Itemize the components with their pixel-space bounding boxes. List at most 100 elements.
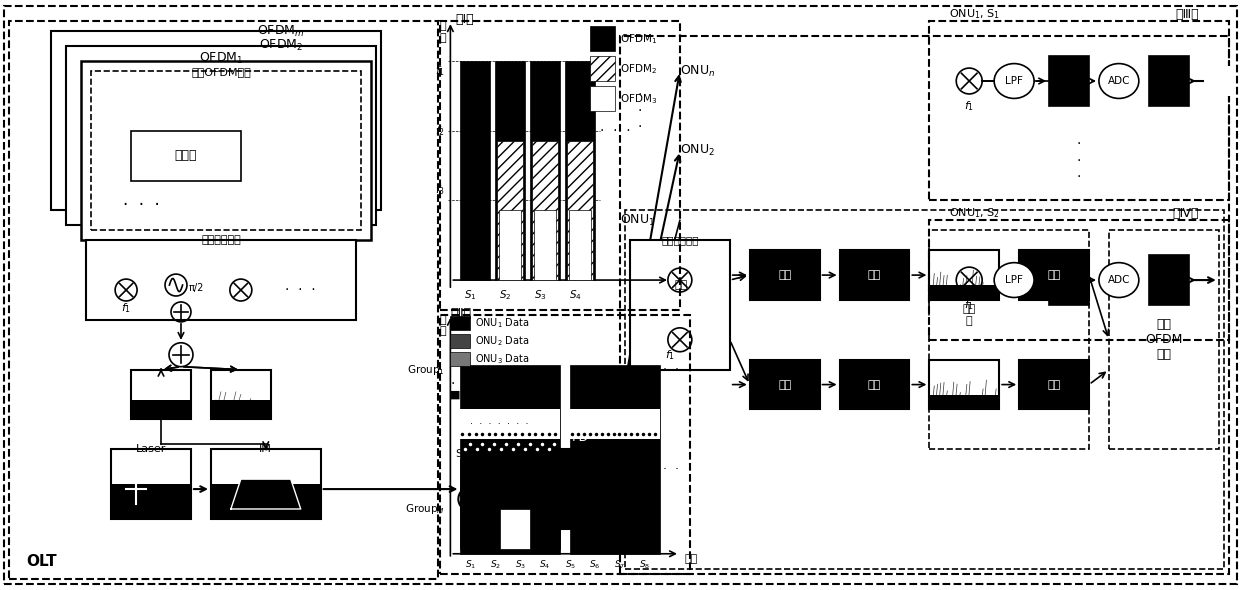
Bar bbox=[460, 365, 560, 554]
Text: ONU$_2$: ONU$_2$ bbox=[680, 143, 715, 158]
Text: 模拟域下变频: 模拟域下变频 bbox=[661, 235, 698, 245]
Text: ONU$_3$ Data: ONU$_3$ Data bbox=[475, 352, 529, 366]
Bar bbox=[450, 334, 470, 348]
FancyBboxPatch shape bbox=[1019, 250, 1089, 300]
Bar bbox=[590, 86, 615, 111]
Text: 频
率: 频 率 bbox=[439, 315, 445, 336]
Text: LPF: LPF bbox=[1006, 76, 1023, 86]
FancyBboxPatch shape bbox=[112, 449, 191, 519]
Bar bbox=[567, 141, 593, 280]
FancyBboxPatch shape bbox=[131, 131, 241, 181]
Bar bbox=[565, 61, 595, 280]
Bar bbox=[500, 211, 521, 280]
Text: ■: ■ bbox=[450, 389, 461, 399]
Text: ONU$_1$: ONU$_1$ bbox=[620, 213, 655, 228]
FancyBboxPatch shape bbox=[750, 360, 820, 409]
Text: ·  ·  ·: · · · bbox=[123, 196, 160, 214]
Bar bbox=[450, 316, 470, 330]
Text: $f_1$: $f_1$ bbox=[665, 348, 675, 362]
Text: $S_1$: $S_1$ bbox=[465, 559, 476, 571]
Text: PD: PD bbox=[572, 431, 589, 444]
FancyBboxPatch shape bbox=[839, 360, 909, 409]
Text: 时间: 时间 bbox=[684, 554, 698, 564]
FancyBboxPatch shape bbox=[66, 46, 376, 225]
Text: OFDM$_3$: OFDM$_3$ bbox=[620, 92, 657, 106]
Bar bbox=[460, 61, 490, 280]
Text: 数字: 数字 bbox=[1048, 270, 1060, 280]
Text: SSMF: SSMF bbox=[455, 449, 486, 459]
Bar bbox=[450, 352, 470, 366]
Text: 模拟: 模拟 bbox=[777, 270, 791, 280]
FancyBboxPatch shape bbox=[750, 250, 820, 300]
Text: $f_1$: $f_1$ bbox=[435, 64, 445, 78]
Text: OFDM$_1$: OFDM$_1$ bbox=[198, 51, 243, 66]
Text: $S_7$: $S_7$ bbox=[614, 559, 626, 571]
Text: ADC: ADC bbox=[1107, 76, 1130, 86]
Text: OFDM$_m$: OFDM$_m$ bbox=[257, 24, 305, 39]
Ellipse shape bbox=[994, 263, 1034, 297]
Text: ·
·
·: · · · bbox=[637, 88, 642, 134]
Bar bbox=[590, 27, 615, 51]
Text: ONU$_1$, S$_2$: ONU$_1$, S$_2$ bbox=[950, 206, 1001, 220]
Text: $S_8$: $S_8$ bbox=[640, 559, 651, 571]
Bar bbox=[534, 211, 557, 280]
Bar bbox=[460, 459, 560, 549]
Text: ·  ·  ·  ·  ·  ·  ·: · · · · · · · bbox=[470, 419, 528, 430]
Text: ONU$_n$: ONU$_n$ bbox=[680, 64, 715, 78]
Text: 时间: 时间 bbox=[675, 280, 688, 290]
Text: $S_5$: $S_5$ bbox=[564, 559, 575, 571]
Bar bbox=[531, 61, 560, 280]
FancyBboxPatch shape bbox=[929, 285, 999, 300]
Bar bbox=[500, 509, 531, 549]
Text: OFDM$_2$: OFDM$_2$ bbox=[259, 38, 303, 53]
Text: OLT: OLT bbox=[26, 553, 57, 569]
FancyBboxPatch shape bbox=[87, 240, 356, 320]
Text: ONU$_1$ Data: ONU$_1$ Data bbox=[475, 316, 529, 330]
FancyBboxPatch shape bbox=[1049, 56, 1089, 106]
Text: （Ⅰ）: （Ⅰ） bbox=[455, 13, 474, 27]
FancyBboxPatch shape bbox=[1148, 56, 1189, 106]
Text: $S_4$: $S_4$ bbox=[539, 559, 551, 571]
Text: ·  ·  ·: · · · bbox=[651, 463, 678, 476]
FancyBboxPatch shape bbox=[81, 61, 371, 240]
Text: ONU$_1$, S$_1$: ONU$_1$, S$_1$ bbox=[950, 8, 1001, 21]
Text: Group$_M$: Group$_M$ bbox=[405, 502, 445, 516]
Text: $S_3$: $S_3$ bbox=[515, 559, 526, 571]
Text: ·
·
·: · · · bbox=[1076, 137, 1081, 184]
Bar bbox=[460, 409, 560, 440]
Bar bbox=[569, 211, 591, 280]
FancyBboxPatch shape bbox=[551, 449, 610, 529]
Text: 预处理: 预处理 bbox=[175, 149, 197, 162]
Bar bbox=[497, 141, 523, 280]
Bar bbox=[590, 56, 615, 81]
Text: ·  ·  ·: · · · bbox=[285, 283, 316, 297]
Text: 模拟: 模拟 bbox=[777, 379, 791, 389]
Text: （Ⅳ）: （Ⅳ） bbox=[1172, 207, 1199, 220]
Bar bbox=[495, 61, 526, 280]
Text: 频
率: 频 率 bbox=[439, 21, 445, 43]
Text: $S_1$: $S_1$ bbox=[464, 288, 476, 302]
Text: ONU$_n$ Data: ONU$_n$ Data bbox=[475, 388, 529, 401]
Text: （Ⅱ）: （Ⅱ） bbox=[450, 307, 471, 320]
FancyBboxPatch shape bbox=[51, 31, 381, 211]
Text: ONU$_2$ Data: ONU$_2$ Data bbox=[475, 334, 529, 348]
FancyBboxPatch shape bbox=[211, 449, 321, 519]
Text: 延时: 延时 bbox=[868, 379, 882, 389]
Text: ADC: ADC bbox=[1107, 275, 1130, 285]
FancyBboxPatch shape bbox=[929, 395, 999, 409]
FancyBboxPatch shape bbox=[1019, 360, 1089, 409]
Text: $S_4$: $S_4$ bbox=[569, 288, 582, 302]
FancyBboxPatch shape bbox=[211, 370, 270, 419]
Text: $f_1$: $f_1$ bbox=[965, 99, 975, 113]
Text: π/2: π/2 bbox=[188, 283, 203, 293]
Polygon shape bbox=[231, 479, 301, 509]
Text: $S_6$: $S_6$ bbox=[589, 559, 600, 571]
Text: 欠采
样: 欠采 样 bbox=[962, 304, 976, 326]
Text: LPF: LPF bbox=[1006, 275, 1023, 285]
Text: $f_1$: $f_1$ bbox=[122, 301, 131, 315]
FancyBboxPatch shape bbox=[929, 250, 999, 300]
Text: $f_2$: $f_2$ bbox=[435, 124, 445, 137]
Text: ·  ·  ·: · · · bbox=[651, 363, 678, 376]
FancyBboxPatch shape bbox=[630, 240, 730, 370]
Text: $f_1$: $f_1$ bbox=[965, 298, 975, 312]
